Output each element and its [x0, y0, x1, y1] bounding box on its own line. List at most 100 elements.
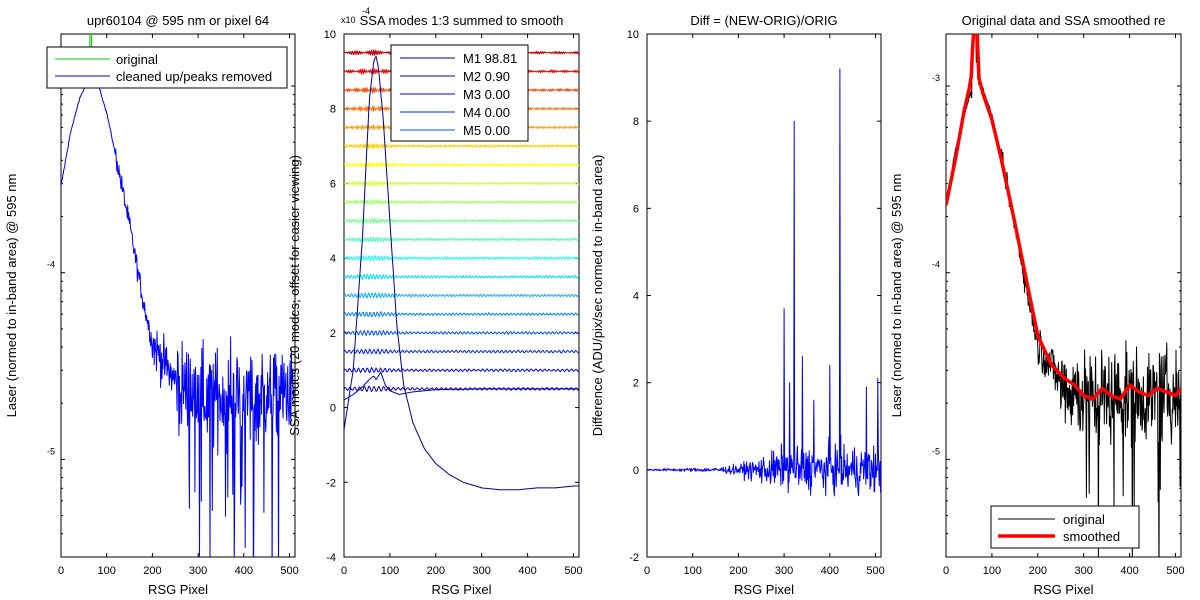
x-tick-label: 200: [729, 565, 747, 577]
x-tick-label: 300: [189, 565, 207, 577]
series-line-smoothed: [946, 34, 1181, 401]
y-tick-label: 0: [633, 465, 639, 477]
chart-title: SSA modes 1:3 summed to smooth: [360, 13, 564, 28]
x-tick-label: 500: [866, 565, 884, 577]
x-axis-label: RSG Pixel: [734, 582, 794, 597]
y-tick-label: 0: [330, 403, 336, 415]
y-tick-label: 10: [324, 29, 336, 41]
chart-panel-3: 0 100 200 300 400 500 -2 0 2 4 6 8 10 Diff = (NEW-ORI…: [590, 13, 885, 597]
ssa-mode-line: [344, 254, 579, 262]
y-tick-label: 2: [633, 378, 639, 390]
y-axis-label: Laser (normed to in-band area) @ 595 nm: [4, 174, 19, 418]
y-tick-label: -2: [629, 552, 639, 564]
x-tick-label: 300: [473, 565, 491, 577]
series-line-cleaned-up-peaks-removed: [61, 75, 295, 557]
x-tick-label: 300: [1075, 565, 1093, 577]
ssa-mode-line: [344, 367, 579, 374]
y-tick-label: -4: [326, 552, 336, 564]
legend-box: [46, 46, 288, 89]
axis-multiplier: x10: [341, 15, 356, 25]
legend-label: M3 0.00: [463, 87, 510, 102]
legend-box: [990, 505, 1140, 549]
legend-label: M4 0.00: [463, 105, 510, 120]
plot-area: [61, 34, 295, 557]
series-line-difference: [647, 68, 881, 497]
y-tick-label: 10: [627, 29, 639, 41]
x-tick-label: 400: [518, 565, 536, 577]
plot-frame: [646, 33, 882, 558]
y-tick-label: 4: [330, 253, 336, 265]
ssa-mode-line: [344, 236, 579, 243]
ssa-mode-line: [344, 311, 579, 318]
x-tick-label: 100: [381, 565, 399, 577]
plot-area: [946, 34, 1181, 557]
legend-label: original: [116, 52, 158, 67]
series-line-m2-0-90: [344, 371, 579, 401]
legend: original cleaned up/peaks removed: [46, 46, 288, 89]
chart-panel-4: 0 100 200 300 400 500 -3 -4 -5 Original data and …: [889, 13, 1185, 597]
y-tick-label-exponent: -5: [47, 446, 55, 456]
x-tick-label: 0: [943, 565, 949, 577]
y-tick-label: 4: [633, 291, 639, 303]
chart-title: Diff = (NEW-ORIG)/ORIG: [690, 13, 837, 28]
x-tick-label: 500: [280, 565, 298, 577]
x-axis-label: RSG Pixel: [432, 582, 492, 597]
ssa-mode-line: [344, 292, 579, 299]
x-tick-label: 100: [684, 565, 702, 577]
legend-label: M5 0.00: [463, 123, 510, 138]
x-tick-label: 500: [564, 565, 582, 577]
legend-label: M2 0.90: [463, 69, 510, 84]
plot-frame: [945, 33, 1182, 558]
legend: M1 98.81 M2 0.90 M3 0.00 M4 0.00 M5 0.00: [390, 44, 529, 142]
y-tick-label-exponent: -4: [932, 260, 940, 270]
y-axis-label: Laser (normed to in-band area) @ 595 nm: [889, 174, 904, 418]
y-axis-label: Difference (ADU/pix/sec normed to in-ban…: [590, 155, 605, 437]
y-tick-label: 8: [633, 116, 639, 128]
plot-frame: [343, 33, 580, 558]
chart-panel-2: 0 100 200 300 400 500 -4 -2 0 2 4 6 8 10 SSA modes 1:3…: [287, 6, 583, 597]
x-axis-label: RSG Pixel: [1034, 582, 1094, 597]
x-tick-label: 200: [1029, 565, 1047, 577]
x-tick-label: 100: [983, 565, 1001, 577]
y-tick-label-exponent: -4: [47, 260, 55, 270]
y-tick-label: 8: [330, 104, 336, 116]
x-tick-label: 400: [235, 565, 253, 577]
legend-box: [390, 44, 529, 142]
ssa-mode-line: [344, 180, 579, 187]
x-tick-label: 500: [1166, 565, 1184, 577]
ssa-mode-line: [344, 161, 579, 168]
legend: original smoothed: [990, 505, 1140, 549]
y-axis-label: SSA modes (20 modes, offset for easier v…: [287, 155, 302, 436]
axis-multiplier-exponent: -4: [362, 6, 370, 16]
ssa-mode-line: [344, 199, 579, 206]
ssa-mode-line: [344, 143, 579, 150]
plot-area: [647, 68, 881, 497]
ssa-mode-line: [344, 218, 579, 224]
x-tick-label: 300: [775, 565, 793, 577]
chart-title: upr60104 @ 595 nm or pixel 64: [87, 13, 269, 28]
legend-label: original: [1063, 512, 1105, 527]
ssa-mode-line: [344, 329, 579, 337]
y-tick-label: 6: [330, 178, 336, 190]
x-tick-label: 200: [143, 565, 161, 577]
ssa-mode-line: [344, 348, 579, 355]
x-tick-label: 400: [821, 565, 839, 577]
plot-frame: [60, 33, 296, 558]
x-tick-label: 400: [1120, 565, 1138, 577]
ssa-mode-line: [344, 273, 579, 280]
y-tick-label: 2: [330, 328, 336, 340]
x-tick-label: 0: [644, 565, 650, 577]
y-tick-label-exponent: -3: [932, 73, 940, 83]
x-tick-label: 100: [98, 565, 116, 577]
x-tick-label: 0: [341, 565, 347, 577]
legend-label: M1 98.81: [463, 51, 517, 66]
series-line-m1-98-81: [344, 55, 579, 491]
chart-title: Original data and SSA smoothed re: [962, 13, 1166, 28]
x-axis-label: RSG Pixel: [148, 582, 208, 597]
x-tick-label: 200: [427, 565, 445, 577]
legend-label: smoothed: [1063, 529, 1120, 544]
x-tick-label: 0: [58, 565, 64, 577]
y-tick-label: -2: [326, 477, 336, 489]
